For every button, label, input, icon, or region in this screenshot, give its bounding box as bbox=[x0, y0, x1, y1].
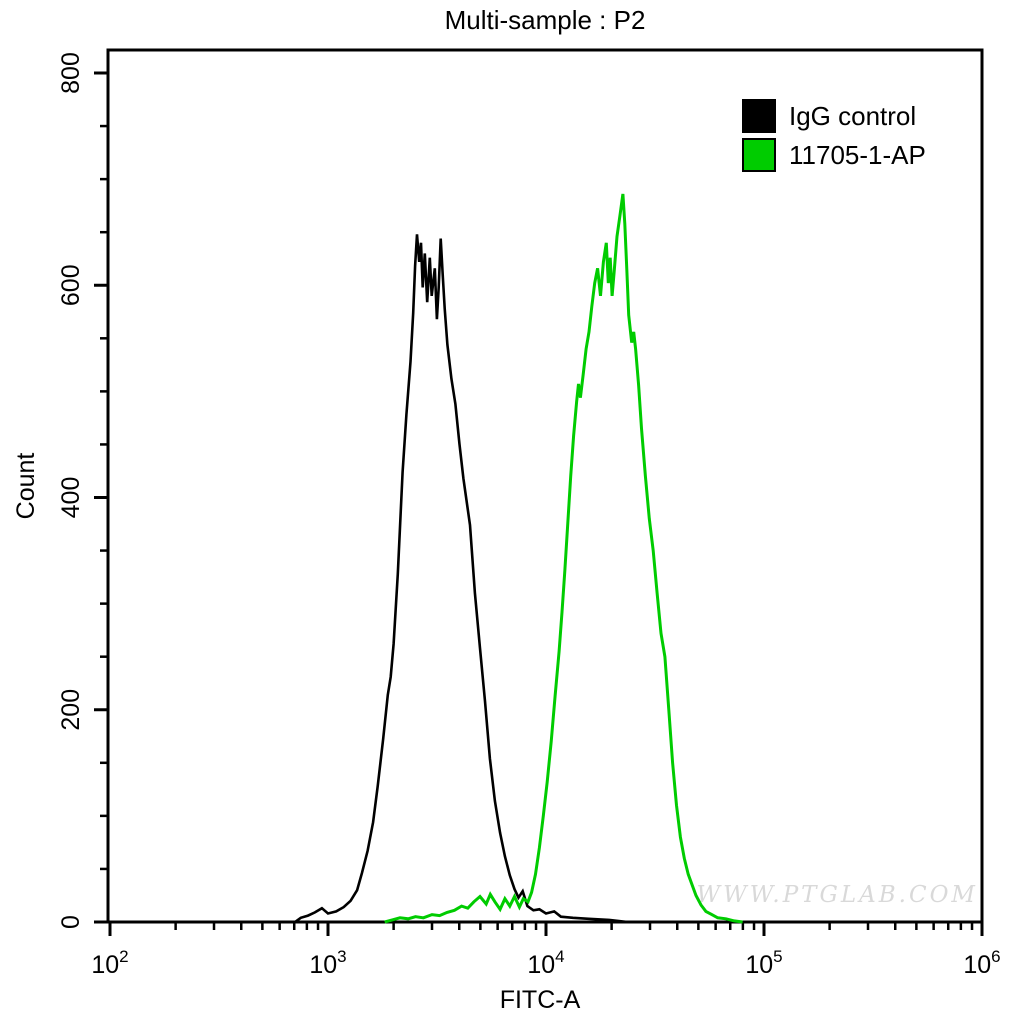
legend-swatch-11705-1-ap bbox=[742, 138, 776, 172]
y-tick-label: 600 bbox=[57, 264, 85, 306]
legend: IgG control 11705-1-AP bbox=[742, 99, 926, 177]
legend-item-11705-1-ap: 11705-1-AP bbox=[742, 138, 926, 172]
y-tick-label: 200 bbox=[57, 689, 85, 731]
y-axis-title: Count bbox=[12, 453, 40, 520]
x-tick-label: 106 bbox=[963, 947, 1000, 979]
x-tick-label: 103 bbox=[309, 947, 346, 979]
x-tick-label: 102 bbox=[91, 947, 128, 979]
legend-item-igg-control: IgG control bbox=[742, 99, 926, 133]
x-axis-title: FITC-A bbox=[500, 986, 581, 1014]
legend-label-11705-1-ap: 11705-1-AP bbox=[789, 140, 926, 170]
watermark: WWW.PTGLAB.COM bbox=[696, 882, 978, 908]
legend-swatch-igg-control bbox=[742, 99, 776, 133]
y-tick-label: 0 bbox=[57, 915, 85, 929]
chart-title: Multi-sample : P2 bbox=[444, 5, 646, 35]
axes: 0 200 400 600 800 102 103 104 105 106 bbox=[57, 48, 1001, 979]
series-curve-11705-1-ap bbox=[384, 193, 743, 924]
y-tick-label: 800 bbox=[57, 52, 85, 94]
series-curve-igg-control bbox=[294, 234, 628, 924]
legend-label-igg-control: IgG control bbox=[789, 101, 917, 131]
x-tick-label: 104 bbox=[527, 947, 564, 979]
series-lines bbox=[294, 193, 743, 924]
y-tick-label: 400 bbox=[57, 477, 85, 519]
x-tick-label: 105 bbox=[745, 947, 782, 979]
